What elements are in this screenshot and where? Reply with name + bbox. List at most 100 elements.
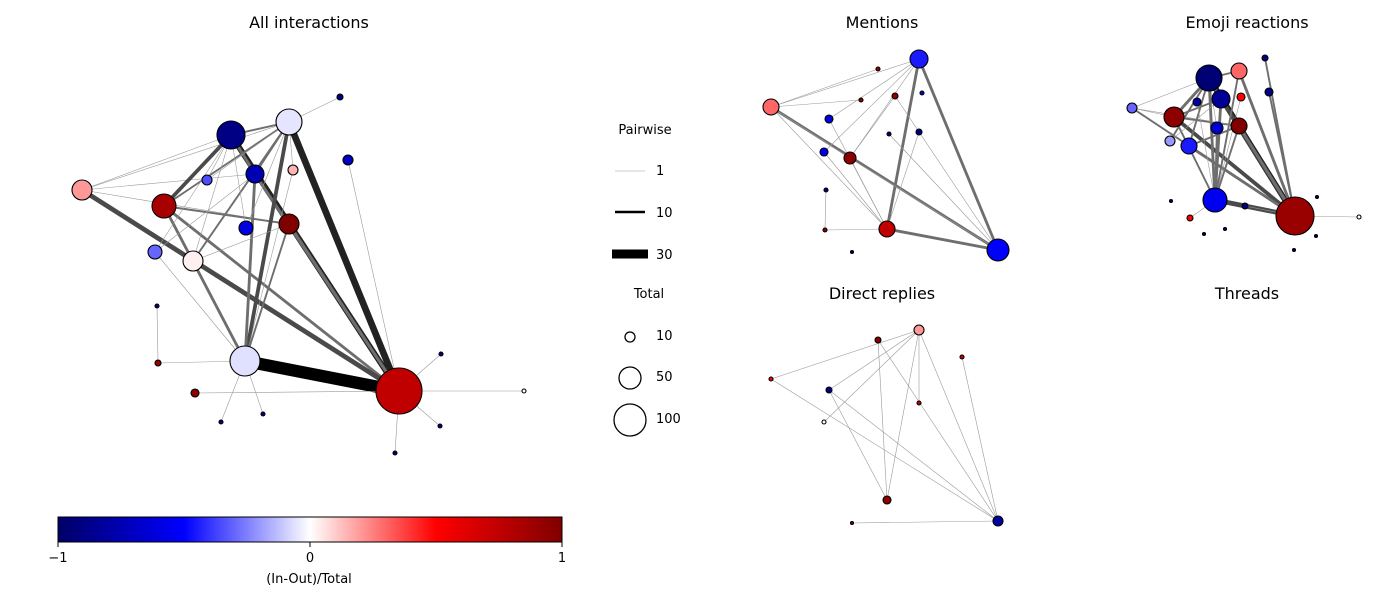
network-edge [206, 121, 290, 181]
network-edge [163, 204, 400, 393]
network-node [147, 244, 163, 260]
network-node [275, 108, 303, 136]
colorbar: −1 0 1 (In-Out)/Total [48, 516, 566, 587]
network-edge [888, 133, 999, 251]
network-edge [156, 305, 159, 364]
legend-total-circle-50 [618, 366, 642, 390]
network-node [1230, 117, 1248, 135]
legend-total-label-100: 100 [656, 412, 681, 427]
network-edge [243, 121, 291, 362]
network-node [858, 97, 864, 103]
network-edge [849, 58, 920, 159]
network-edge [770, 329, 920, 380]
network-node [190, 388, 200, 398]
network-node [182, 250, 204, 272]
network-edge [828, 389, 888, 501]
network-edge [1196, 101, 1216, 201]
panel-title-threads: Threads [1214, 284, 1279, 303]
network-edge [192, 223, 290, 262]
network-node [891, 92, 899, 100]
legend-pairwise-label-30: 30 [656, 248, 673, 263]
colorbar-tick-label-min: −1 [48, 551, 67, 566]
network-edge [886, 227, 999, 252]
network-edge [194, 390, 400, 394]
network-edge [1131, 77, 1210, 109]
network-edge [244, 223, 290, 362]
network-node [849, 520, 855, 526]
network-node [238, 220, 254, 236]
network-node [1126, 102, 1138, 114]
network-edge [877, 339, 999, 522]
network-node [823, 187, 829, 193]
network-node [825, 386, 833, 394]
network-node [986, 238, 1010, 262]
network-edge [849, 95, 896, 159]
network-node [218, 419, 224, 425]
network-edge [1264, 57, 1296, 217]
network-edge [770, 99, 862, 108]
network-node [822, 227, 828, 233]
legend-total-title: Total [633, 287, 664, 302]
legend-total-label-10: 10 [656, 329, 673, 344]
network-node [375, 367, 423, 415]
network-edge [770, 106, 888, 230]
network-edge [1173, 116, 1216, 201]
network-node [521, 388, 527, 394]
network-edge [243, 354, 401, 398]
legend-pairwise-label-1: 1 [656, 164, 664, 179]
network-node [1261, 54, 1269, 62]
network-node [1195, 64, 1223, 92]
network-edge [192, 260, 246, 362]
network-edge [851, 520, 999, 524]
network-edge [770, 378, 999, 522]
panel-title-mentions: Mentions [846, 13, 919, 32]
network-node [278, 213, 300, 235]
network-edge [192, 134, 232, 262]
network-edge [81, 173, 256, 191]
network-node [201, 174, 213, 186]
network-node [843, 151, 857, 165]
network-node [768, 376, 774, 382]
network-node [287, 164, 299, 176]
network-node [821, 419, 827, 425]
network-edge [1237, 70, 1297, 217]
network-edge [230, 134, 247, 229]
network-edge [828, 58, 920, 120]
network-node [916, 400, 922, 406]
network-node [915, 128, 923, 136]
network-edge [849, 157, 888, 230]
network-node [1180, 137, 1198, 155]
legend-pairwise-title: Pairwise [618, 123, 671, 138]
network-edge [828, 389, 999, 522]
network-node [913, 324, 925, 336]
legend: Pairwise 1 10 30 Total 10 50 100 [612, 123, 681, 437]
network-edge [154, 251, 246, 362]
network-node [1291, 247, 1297, 253]
network-direct-replies [768, 324, 1004, 527]
network-edge [163, 205, 290, 225]
network-node [824, 114, 834, 124]
network-edge [823, 329, 920, 423]
network-edge [285, 120, 403, 393]
network-edge [828, 329, 920, 391]
colorbar-gradient [57, 516, 563, 543]
network-edge [154, 173, 256, 253]
legend-total-label-50: 50 [656, 370, 673, 385]
network-edge [824, 189, 827, 231]
legend-total-circle-10 [624, 331, 636, 343]
network-node [874, 336, 882, 344]
colorbar-label: (In-Out)/Total [266, 572, 352, 587]
network-edge [80, 188, 195, 263]
network-node [1313, 233, 1319, 239]
network-node [1164, 135, 1176, 147]
network-edge [154, 134, 232, 253]
network-node [819, 147, 829, 157]
network-edge [1188, 125, 1240, 147]
network-node [1168, 198, 1174, 204]
network-node [1192, 97, 1202, 107]
network-node [437, 423, 443, 429]
network-node [1264, 87, 1274, 97]
network-edge [81, 121, 290, 191]
network-edge [877, 339, 888, 501]
